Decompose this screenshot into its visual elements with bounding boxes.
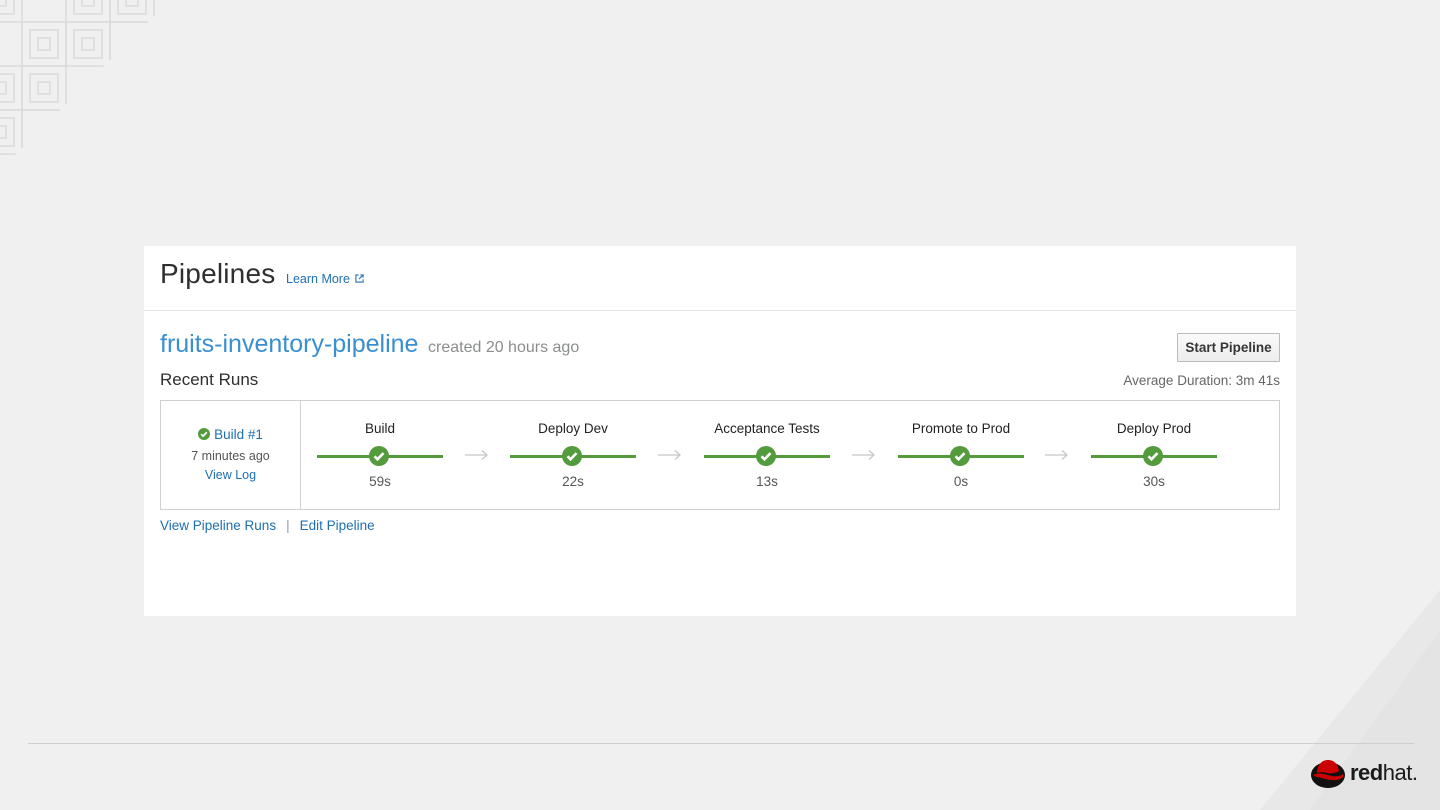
edit-pipeline-link[interactable]: Edit Pipeline [299,518,375,533]
footer-divider [28,743,1414,744]
stage-name: Acceptance Tests [714,421,820,436]
stage-check-icon [950,446,970,466]
stage-check-icon [1143,446,1163,466]
background-pattern [0,0,155,155]
pipeline-footer-links: View Pipeline Runs | Edit Pipeline [160,518,375,533]
learn-more-link[interactable]: Learn More [286,272,365,286]
build-label: Build #1 [214,427,263,442]
stage-duration: 13s [756,474,778,489]
start-pipeline-button[interactable]: Start Pipeline [1177,333,1280,362]
average-duration: Average Duration: 3m 41s [1123,373,1280,388]
page-title: Pipelines [160,258,276,289]
stage-name: Deploy Prod [1116,421,1192,436]
view-log-link[interactable]: View Log [204,468,257,482]
redhat-wordmark: redhat. [1350,760,1418,786]
pipeline-name-link[interactable]: fruits-inventory-pipeline [160,330,419,358]
stage-deploy-dev[interactable]: Deploy Dev 22s [510,401,636,509]
card-header: Pipelines Learn More [144,246,1296,311]
stage-duration: 59s [369,474,391,489]
build-time-ago: 7 minutes ago [191,449,270,463]
wordmark-bold: red [1350,760,1383,785]
pipelines-card: Pipelines Learn More fruits-inventory-pi… [144,246,1296,616]
arrow-right-icon [658,450,681,460]
stage-name: Promote to Prod [911,421,1011,436]
wordmark-light: hat. [1382,760,1418,785]
recent-runs-heading: Recent Runs [160,370,259,389]
stage-duration: 30s [1143,474,1165,489]
stage-duration: 22s [562,474,584,489]
stage-name: Deploy Dev [538,421,608,436]
stage-duration: 0s [953,474,969,489]
stage-name: Build [364,421,396,436]
redhat-shadowman-icon [1311,760,1345,788]
stage-acceptance-tests[interactable]: Acceptance Tests 13s [704,401,830,509]
external-link-icon [355,274,365,283]
view-pipeline-runs-link[interactable]: View Pipeline Runs [160,518,277,533]
stage-check-icon [756,446,776,466]
background-diagonal [1260,590,1440,810]
stage-promote-to-prod[interactable]: Promote to Prod 0s [898,401,1024,509]
stage-build[interactable]: Build 59s [317,401,443,509]
link-separator: | [286,518,290,533]
stage-check-icon [562,446,582,466]
pipeline-created-text: created 20 hours ago [428,339,580,356]
learn-more-label: Learn More [286,272,350,286]
arrow-right-icon [1045,450,1068,460]
stage-deploy-prod[interactable]: Deploy Prod 30s [1091,401,1217,509]
pipeline-run-row: Build #1 7 minutes ago View Log Build 59… [160,400,1280,510]
arrow-right-icon [465,450,488,460]
success-check-icon [198,428,211,440]
arrow-right-icon [852,450,875,460]
build-summary: Build #1 7 minutes ago View Log [161,401,301,509]
redhat-logo: redhat. [1310,756,1418,790]
stage-check-icon [369,446,389,466]
build-link[interactable]: Build #1 [161,427,300,442]
